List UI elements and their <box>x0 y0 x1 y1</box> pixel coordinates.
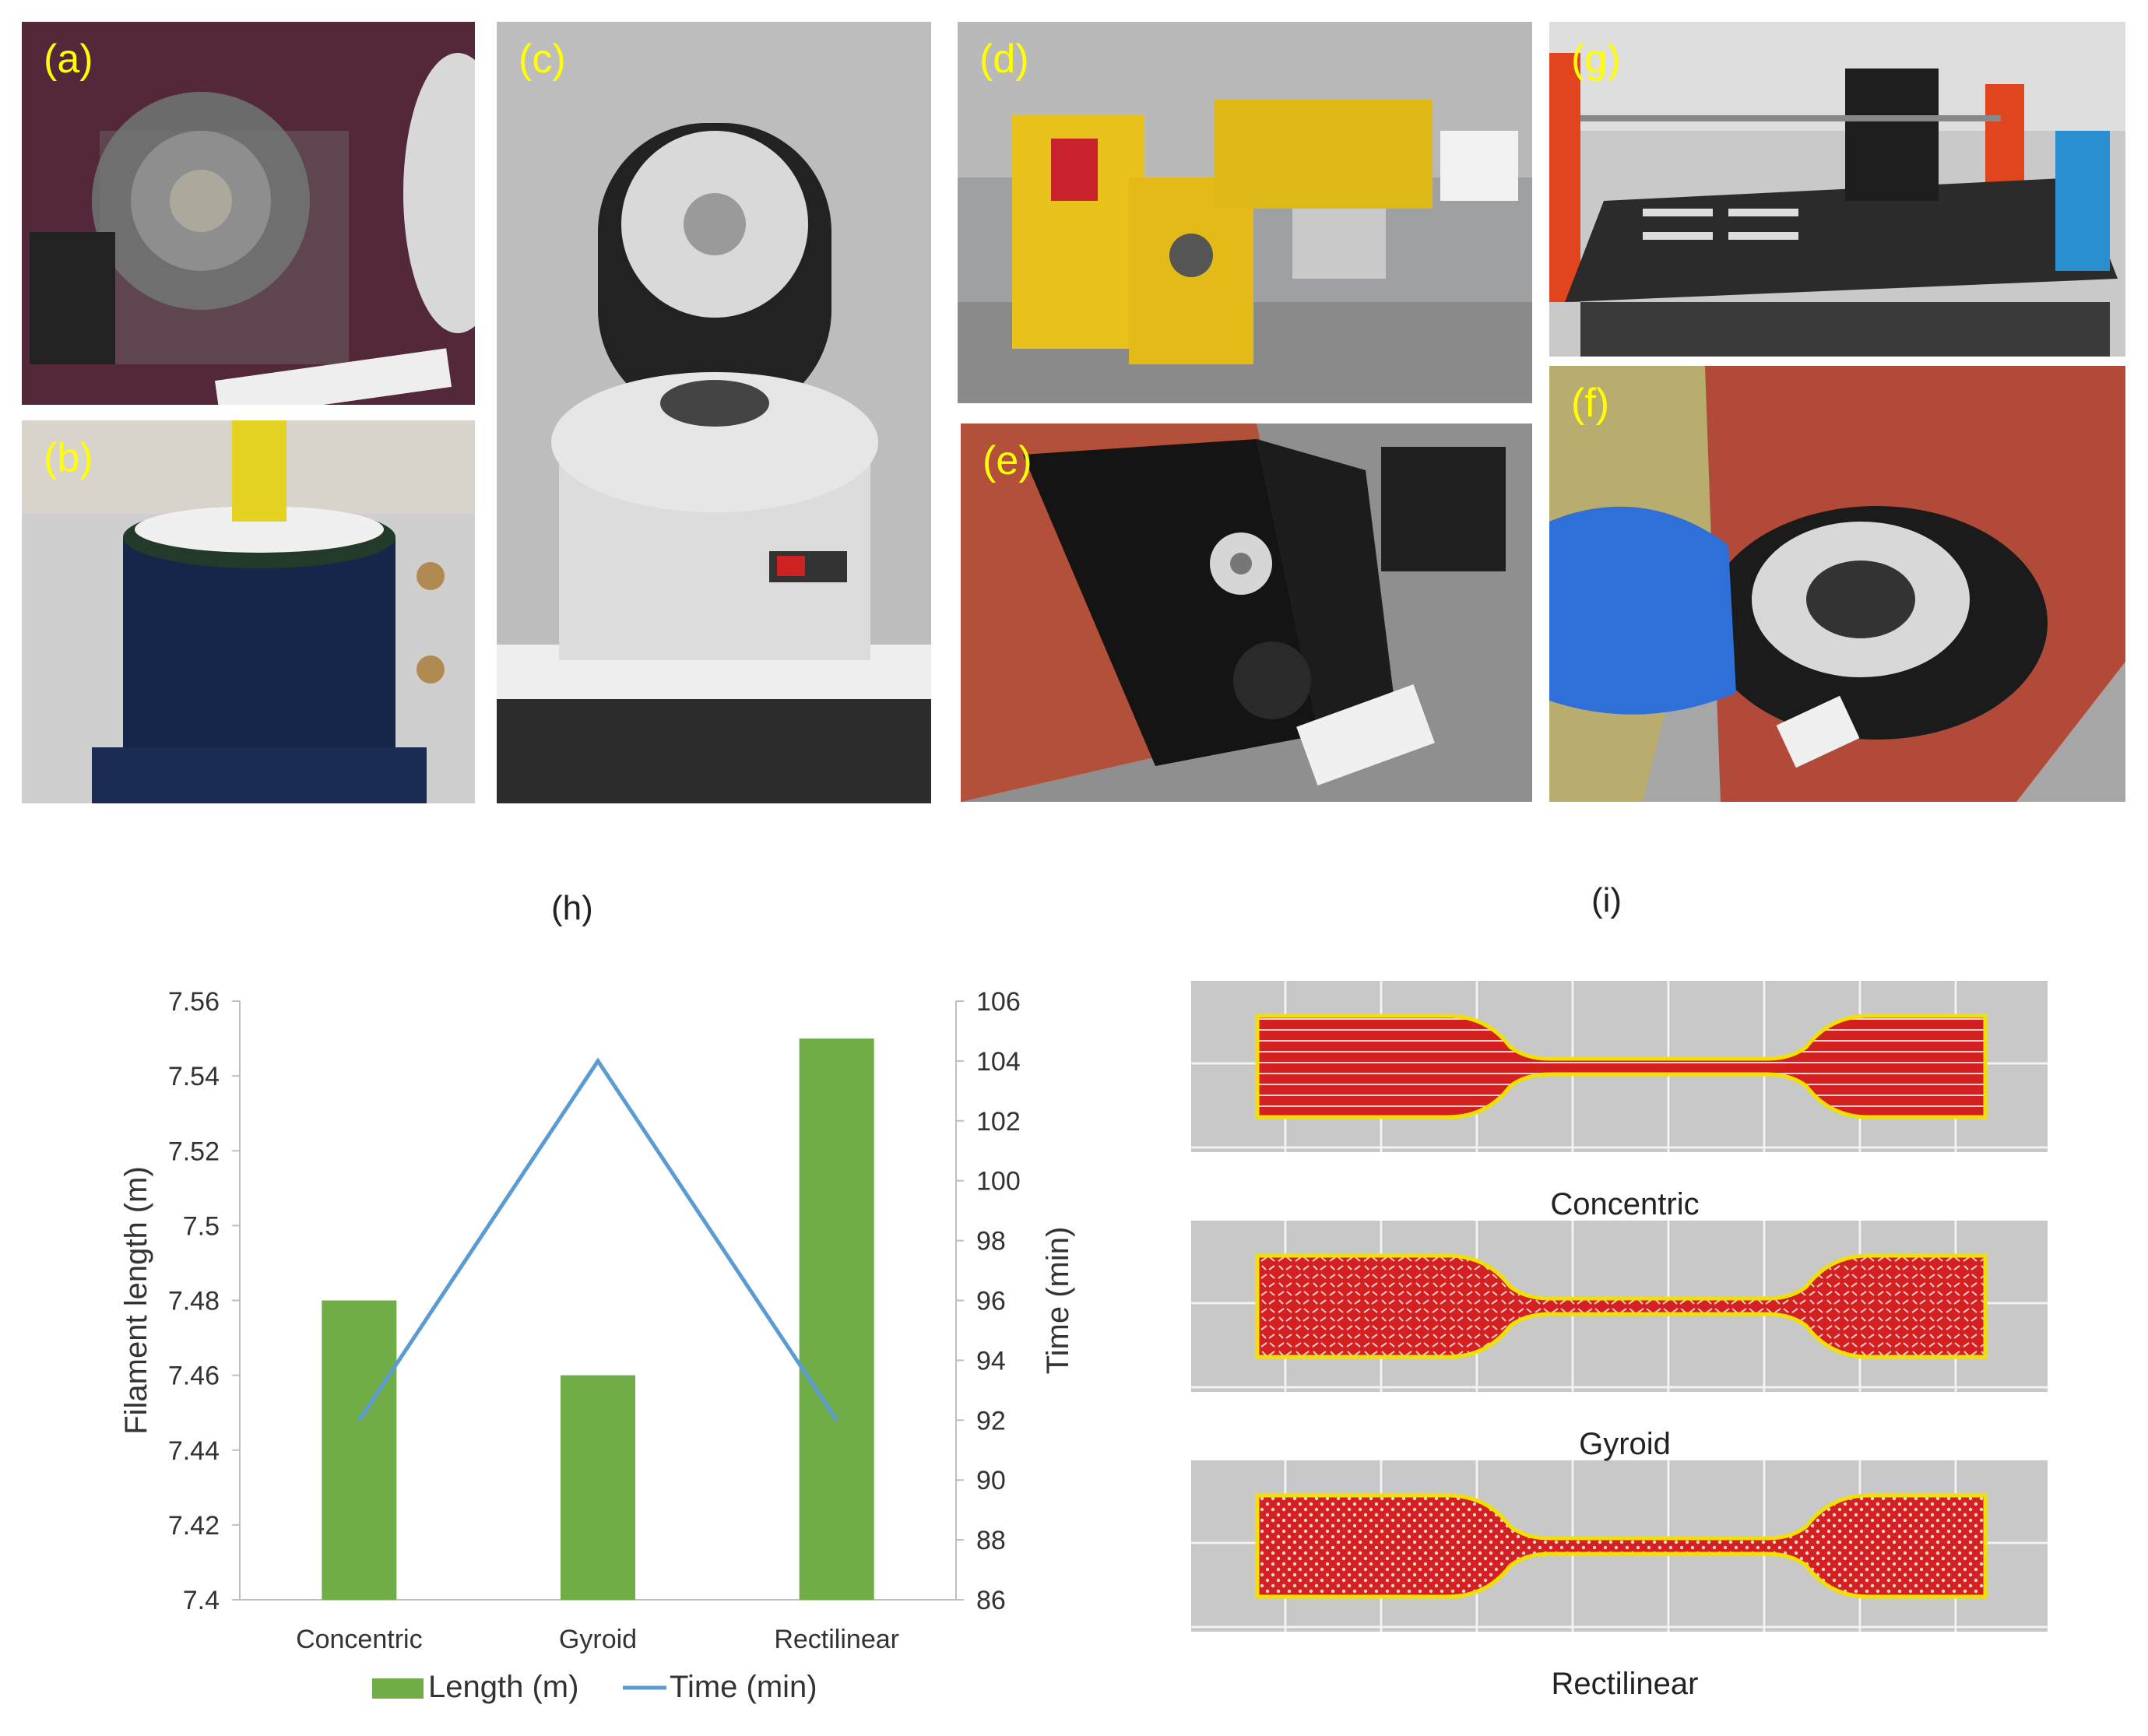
y-tick-label: 7.54 <box>168 1062 220 1091</box>
grinder-photo <box>22 22 475 405</box>
y2-axis-title: Time (min) <box>1041 1227 1075 1375</box>
y2-tick-label: 96 <box>976 1287 1006 1316</box>
bar-rectilinear <box>799 1038 874 1600</box>
time-line <box>357 1057 838 1421</box>
panel-label-g: (g) <box>1571 37 1621 82</box>
panel-label-a: (a) <box>44 37 93 82</box>
y-tick-label: 7.4 <box>183 1586 220 1615</box>
chart-bars <box>322 1038 874 1600</box>
y-tick-label: 7.52 <box>168 1137 220 1166</box>
legend-label-time: Time (min) <box>670 1670 817 1704</box>
bar-gyroid <box>561 1375 635 1600</box>
x-tick-label: Gyroid <box>559 1625 637 1654</box>
photo-panel-f: (f) <box>1549 366 2125 802</box>
y-tick-label: 7.56 <box>168 987 220 1017</box>
y2-tick-label: 94 <box>976 1346 1006 1376</box>
y-axis-title: Filament length (m) <box>119 1166 153 1435</box>
winder-photo <box>961 423 1532 802</box>
photo-panel-a: (a) <box>22 22 475 405</box>
x-tick-label: Concentric <box>296 1625 423 1654</box>
caption-rectilinear: Rectilinear <box>1551 1667 1699 1701</box>
chart-line <box>357 1057 838 1421</box>
rectilinear-specimen <box>1191 1460 2048 1632</box>
panel-label-c: (c) <box>519 37 566 82</box>
dogbone-shape <box>1255 1014 1988 1119</box>
y-tick-label: 7.46 <box>168 1362 220 1391</box>
dogbone-shape <box>1255 1253 1988 1359</box>
y2-tick-label: 86 <box>976 1586 1006 1615</box>
y-tick-label: 7.42 <box>168 1511 220 1541</box>
photo-panel-c: (c) <box>497 22 931 803</box>
photo-panel-g: (g) <box>1549 22 2125 357</box>
filament-spool-photo <box>1549 366 2125 802</box>
legend-swatch-length <box>372 1678 424 1699</box>
caption-gyroid: Gyroid <box>1579 1427 1671 1461</box>
infill-patterns <box>1191 981 2048 1632</box>
x-tick-label: Rectilinear <box>774 1625 899 1654</box>
legend-label-length: Length (m) <box>428 1670 578 1704</box>
photo-panel-e: (e) <box>961 423 1532 802</box>
panel-label-d: (d) <box>979 37 1029 82</box>
photo-panel-b: (b) <box>22 420 475 803</box>
y2-tick-label: 98 <box>976 1227 1006 1256</box>
y-tick-label: 7.44 <box>168 1436 220 1466</box>
bar-concentric <box>322 1300 397 1600</box>
y-tick-label: 7.5 <box>183 1211 220 1241</box>
dogbone-shape <box>1255 1493 1988 1599</box>
y2-tick-label: 88 <box>976 1526 1006 1555</box>
caption-concentric: Concentric <box>1550 1187 1700 1221</box>
filament-time-chart: 7.4 7.42 7.44 7.46 7.48 7.5 7.52 7.54 7.56 86 88 90… <box>119 987 1075 1704</box>
panel-label-e: (e) <box>983 438 1032 483</box>
photo-panel-d: (d) <box>958 22 1532 403</box>
y2-tick-label: 92 <box>976 1406 1006 1436</box>
y2-tick-label: 90 <box>976 1466 1006 1495</box>
y2-tick-label: 104 <box>976 1047 1021 1077</box>
panel-label-i: (i) <box>1591 881 1622 919</box>
y2-tick-label: 102 <box>976 1107 1021 1137</box>
chart-text: 7.4 7.42 7.44 7.46 7.48 7.5 7.52 7.54 7.56 86 88 90… <box>119 987 1075 1704</box>
concentric-specimen <box>1191 981 2048 1152</box>
y2-tick-label: 100 <box>976 1167 1021 1197</box>
y-tick-label: 7.48 <box>168 1287 220 1316</box>
gyroid-specimen <box>1191 1221 2048 1392</box>
mill-photo <box>497 22 931 803</box>
extruder-line-photo <box>958 22 1532 403</box>
3d-printer-photo <box>1549 22 2125 357</box>
panel-label-b: (b) <box>44 435 93 480</box>
panel-label-h: (h) <box>551 889 593 927</box>
vessel-photo <box>22 420 475 803</box>
panel-label-f: (f) <box>1571 381 1610 426</box>
y2-tick-label: 106 <box>976 987 1021 1017</box>
